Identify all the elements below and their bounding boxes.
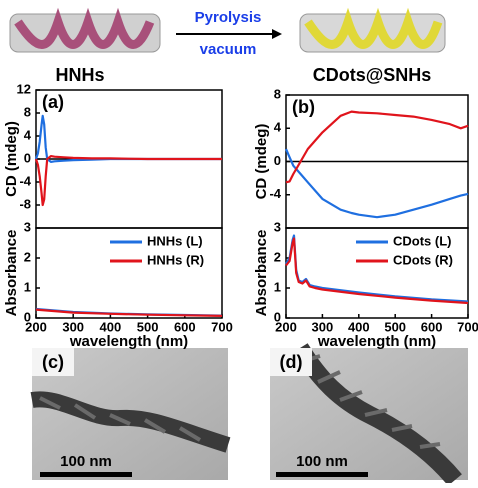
legend-label: HNHs (L) <box>147 233 203 248</box>
legend-label: CDots (L) <box>393 233 452 248</box>
plot-frame <box>285 227 469 319</box>
helix-left <box>9 7 161 53</box>
panel-label: (b) <box>292 97 315 117</box>
panel-label: (a) <box>42 92 64 112</box>
legend-label: CDots (R) <box>393 252 453 267</box>
legend-label: HNHs (R) <box>147 252 204 267</box>
y-tick-label: -4 <box>269 186 281 201</box>
y-tick-label: -4 <box>19 173 31 188</box>
y-axis-label: Absorbance <box>3 230 20 317</box>
arrow-head <box>272 29 282 39</box>
scale-bar-label: 100 nm <box>296 453 348 470</box>
y-tick-label: 0 <box>24 150 31 165</box>
y-axis-label: CD (mdeg) <box>253 124 270 200</box>
arrow-bottom: vacuum <box>200 41 257 58</box>
x-tick-label: 200 <box>25 319 47 334</box>
arrow-top: Pyrolysis <box>195 9 262 26</box>
x-tick-label: 600 <box>421 319 443 334</box>
y-tick-label: 0 <box>274 153 281 168</box>
y-tick-label: 3 <box>274 219 281 234</box>
tem-image <box>270 343 468 486</box>
x-tick-label: 500 <box>137 319 159 334</box>
y-tick-label: 4 <box>24 127 32 142</box>
x-tick-label: 600 <box>174 319 196 334</box>
y-tick-label: 8 <box>274 86 281 101</box>
data-line <box>34 114 222 163</box>
scale-bar-label: 100 nm <box>60 453 112 470</box>
y-tick-label: 1 <box>274 279 281 294</box>
data-line <box>34 155 222 207</box>
y-tick-label: 8 <box>24 104 31 119</box>
tem-image <box>30 348 231 480</box>
x-tick-label: 500 <box>384 319 406 334</box>
helix-right <box>299 7 446 53</box>
x-tick-label: 300 <box>62 319 84 334</box>
x-tick-label: 700 <box>457 319 478 334</box>
panel-label: (c) <box>42 352 64 372</box>
x-tick-label: 400 <box>348 319 370 334</box>
x-tick-label: 300 <box>312 319 334 334</box>
data-line <box>35 308 223 317</box>
y-tick-label: 1 <box>24 279 31 294</box>
x-axis-label: wavelength (nm) <box>69 333 188 350</box>
y-tick-label: 2 <box>24 249 31 264</box>
plot-frame <box>35 227 223 319</box>
panel-label: (d) <box>280 352 303 372</box>
data-line <box>285 237 469 305</box>
x-tick-label: 200 <box>275 319 297 334</box>
data-line <box>284 148 469 219</box>
x-tick-label: 400 <box>100 319 122 334</box>
y-tick-label: 0 <box>24 309 31 324</box>
x-axis-label: wavelength (nm) <box>317 333 436 350</box>
data-line <box>285 110 469 184</box>
left-label: HNHs <box>55 65 104 85</box>
x-tick-label: 700 <box>211 319 233 334</box>
y-tick-label: -8 <box>19 196 31 211</box>
y-tick-label: 2 <box>274 249 281 264</box>
y-tick-label: 12 <box>17 81 31 96</box>
y-axis-label: Absorbance <box>253 230 270 317</box>
y-axis-label: CD (mdeg) <box>3 121 20 197</box>
right-label: CDots@SNHs <box>313 65 432 85</box>
y-tick-label: 0 <box>274 309 281 324</box>
y-tick-label: 4 <box>274 120 282 135</box>
y-tick-label: 3 <box>24 219 31 234</box>
